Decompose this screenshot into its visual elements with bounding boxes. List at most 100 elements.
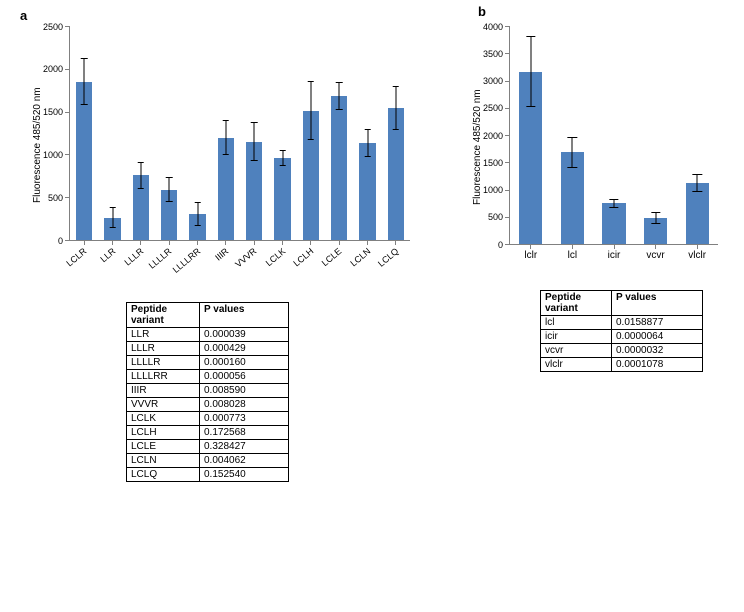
x-tick [339, 240, 340, 245]
y-tick-label: 3000 [483, 76, 503, 86]
bar [686, 183, 709, 244]
chart-b: 05001000150020002500300035004000Fluoresc… [510, 26, 718, 244]
y-tick-label: 0 [498, 240, 503, 250]
y-tick: 1000 [483, 184, 510, 195]
x-tick-label: LCLN [348, 246, 372, 268]
x-tick-label: LCLQ [376, 246, 400, 269]
table-cell: vlclr [541, 358, 612, 372]
y-tick: 3000 [483, 75, 510, 86]
x-tick-label: lclr [524, 250, 537, 261]
table-cell: 0.0158877 [612, 316, 703, 330]
table-cell: LCLH [127, 426, 200, 440]
x-tick-label: LLR [98, 246, 117, 264]
y-tick-label: 1000 [483, 185, 503, 195]
y-tick: 500 [488, 212, 510, 223]
table-cell: 0.152540 [200, 468, 289, 482]
y-tick-label: 2500 [43, 22, 63, 32]
x-tick [225, 240, 226, 245]
y-tick-label: 2000 [483, 131, 503, 141]
table-cell: 0.000429 [200, 342, 289, 356]
x-tick [84, 240, 85, 245]
y-tick-label: 4000 [483, 22, 503, 32]
table-cell: 0.004062 [200, 454, 289, 468]
y-axis [69, 26, 70, 240]
table-cell: LLLR [127, 342, 200, 356]
table-cell: icir [541, 330, 612, 344]
y-tick-label: 500 [488, 212, 503, 222]
y-tick-label: 2500 [483, 103, 503, 113]
table-cell: 0.008590 [200, 384, 289, 398]
x-tick-label: VVVR [233, 246, 258, 269]
panel-a-label: a [20, 8, 27, 23]
x-tick-label: IIIR [213, 246, 230, 263]
x-tick [697, 244, 698, 249]
x-tick [572, 244, 573, 249]
y-axis-label: Fluorescence 485/520 nm [472, 89, 483, 205]
table-row: LLLLRR0.000056 [127, 370, 289, 384]
table-cell: lcl [541, 316, 612, 330]
x-tick [655, 244, 656, 249]
x-tick-label: vlclr [688, 250, 706, 261]
x-tick-label: LCLE [320, 246, 344, 268]
bar [274, 158, 290, 240]
panel-b-label: b [478, 4, 486, 19]
table-cell: 0.008028 [200, 398, 289, 412]
y-tick-label: 1500 [43, 107, 63, 117]
table-cell: LLLLR [127, 356, 200, 370]
bar [359, 143, 375, 240]
table-header: P values [612, 291, 703, 316]
table-row: LCLN0.004062 [127, 454, 289, 468]
table-row: LLLLR0.000160 [127, 356, 289, 370]
table-row: VVVR0.008028 [127, 398, 289, 412]
y-tick: 3500 [483, 48, 510, 59]
table-cell: vcvr [541, 344, 612, 358]
bar [602, 203, 625, 244]
bar [76, 82, 92, 240]
table-b: Peptide variantP valueslcl0.0158877icir0… [540, 290, 703, 372]
table-cell: 0.0001078 [612, 358, 703, 372]
table-cell: LCLE [127, 440, 200, 454]
table-row: LCLE0.328427 [127, 440, 289, 454]
table-row: LCLQ0.152540 [127, 468, 289, 482]
table-row: icir0.0000064 [541, 330, 703, 344]
x-tick-label: LCLR [65, 246, 89, 268]
y-tick-label: 0 [58, 236, 63, 246]
table-cell: VVVR [127, 398, 200, 412]
table-row: LCLH0.172568 [127, 426, 289, 440]
x-tick [169, 240, 170, 245]
table-cell: 0.0000032 [612, 344, 703, 358]
x-tick-label: LLLLRR [170, 246, 202, 275]
table-cell: LCLN [127, 454, 200, 468]
x-tick-label: LCLH [291, 246, 315, 268]
table-cell: 0.000773 [200, 412, 289, 426]
x-tick [310, 240, 311, 245]
x-tick-label: lcl [568, 250, 577, 261]
table-a: Peptide variantP valuesLLR0.000039LLLR0.… [126, 302, 289, 482]
x-axis [70, 240, 410, 241]
y-tick-label: 1000 [43, 150, 63, 160]
table-cell: IIIR [127, 384, 200, 398]
y-tick: 1500 [43, 106, 70, 117]
x-tick-label: vcvr [646, 250, 664, 261]
y-tick: 0 [498, 239, 510, 250]
y-tick: 2500 [43, 21, 70, 32]
y-tick: 0 [58, 235, 70, 246]
x-tick [614, 244, 615, 249]
x-tick [367, 240, 368, 245]
x-tick [254, 240, 255, 245]
table-cell: 0.000039 [200, 328, 289, 342]
table-cell: 0.328427 [200, 440, 289, 454]
y-tick: 2000 [43, 64, 70, 75]
table-cell: 0.0000064 [612, 330, 703, 344]
x-tick [282, 240, 283, 245]
y-tick: 2500 [483, 103, 510, 114]
y-tick: 2000 [483, 130, 510, 141]
table-cell: LCLK [127, 412, 200, 426]
x-tick [530, 244, 531, 249]
x-tick-label: LCLK [263, 246, 287, 268]
table-row: lcl0.0158877 [541, 316, 703, 330]
table-cell: LCLQ [127, 468, 200, 482]
table-row: LCLK0.000773 [127, 412, 289, 426]
y-tick-label: 500 [48, 193, 63, 203]
x-tick-label: icir [608, 250, 621, 261]
